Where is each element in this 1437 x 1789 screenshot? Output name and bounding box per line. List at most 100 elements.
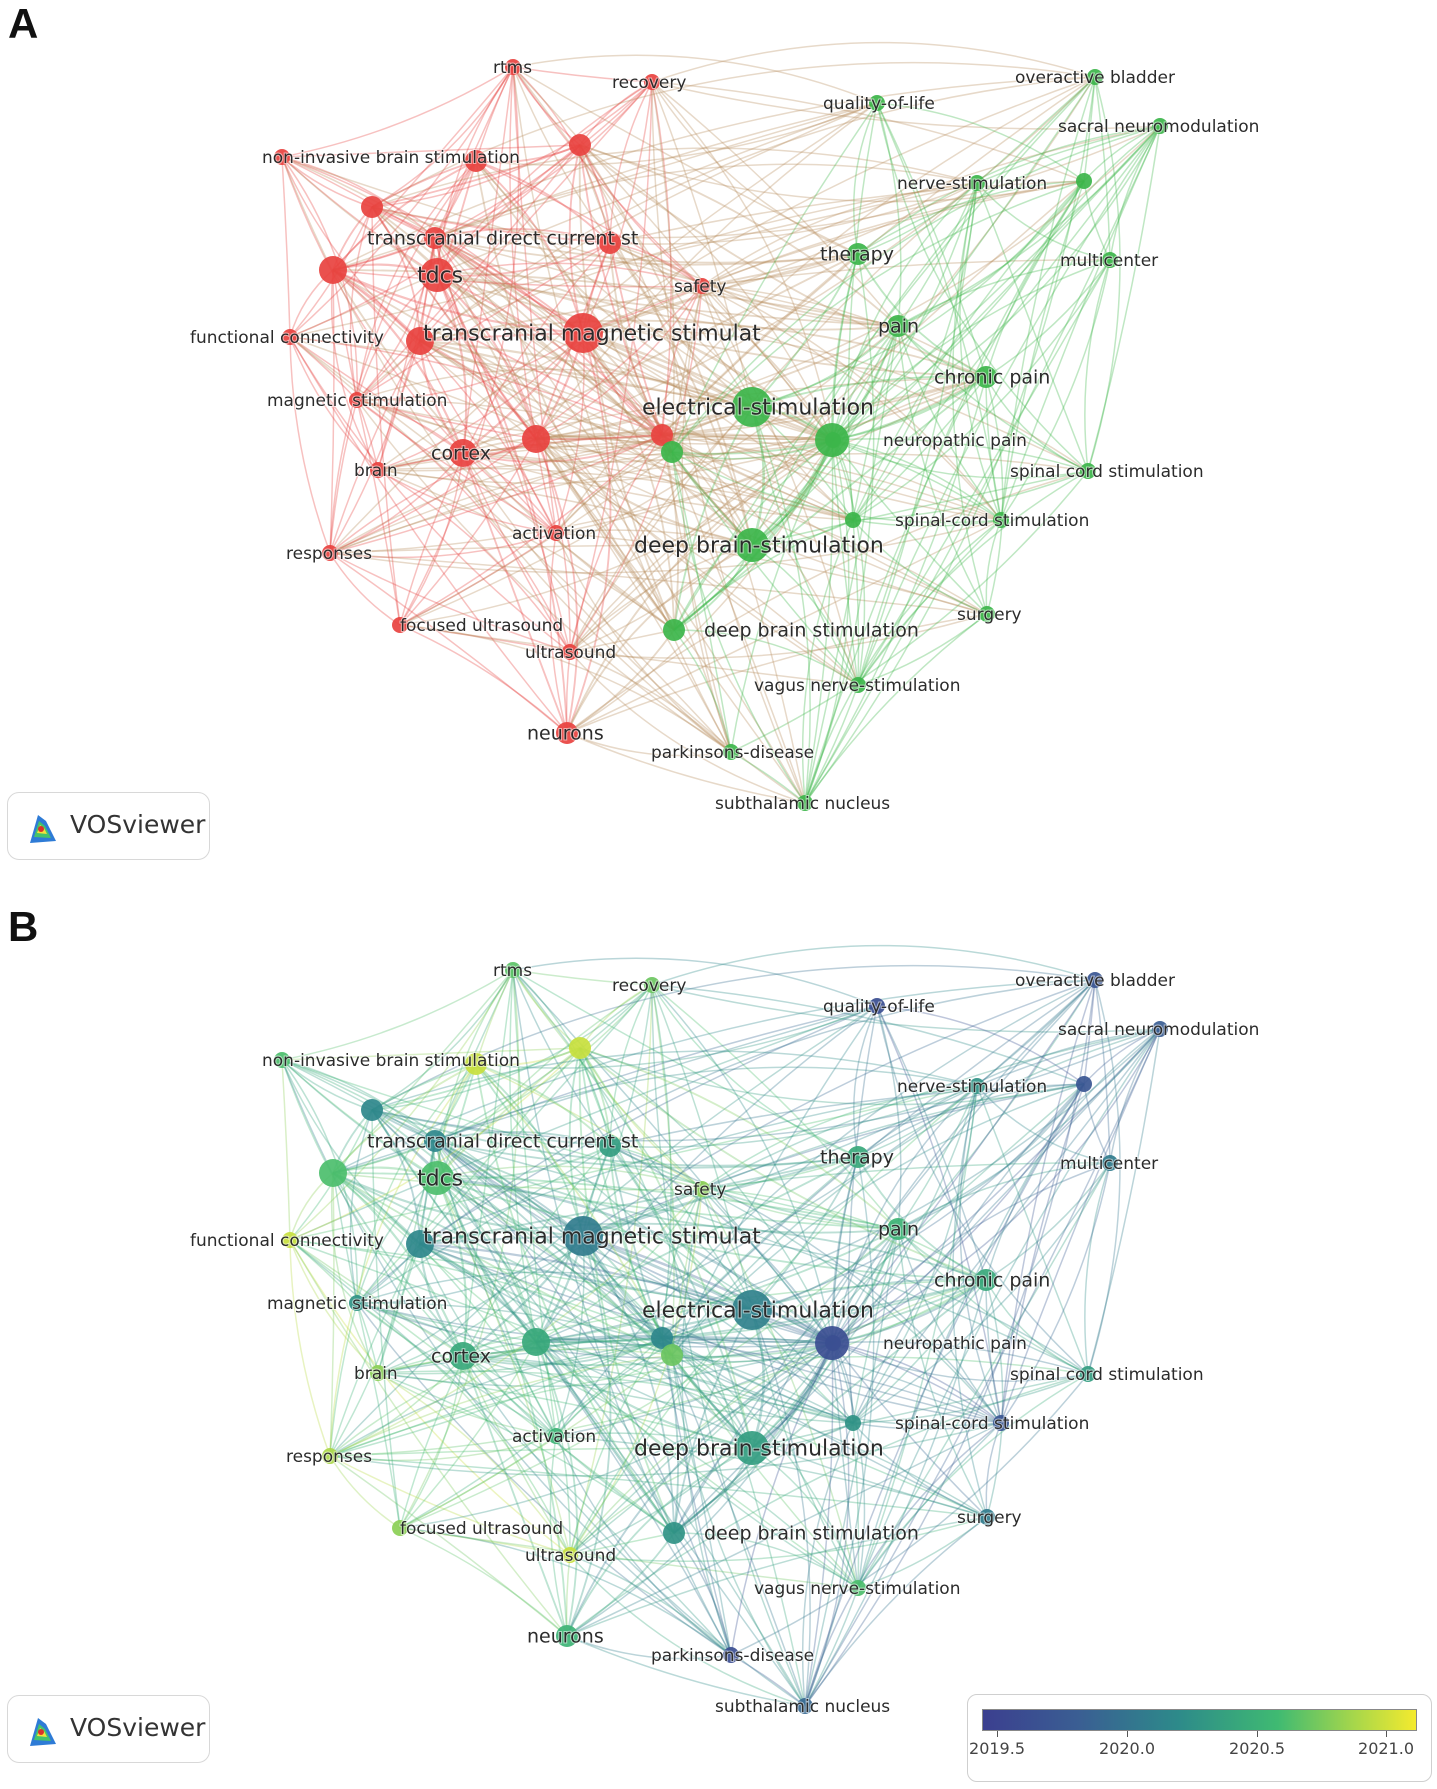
keyword-node[interactable] — [319, 1159, 347, 1187]
keyword-node[interactable] — [322, 545, 338, 561]
keyword-node[interactable] — [505, 59, 521, 75]
keyword-node[interactable] — [663, 619, 685, 641]
keyword-node[interactable] — [993, 1415, 1009, 1431]
keyword-node[interactable] — [322, 1448, 338, 1464]
keyword-node[interactable] — [563, 313, 603, 353]
keyword-node[interactable] — [599, 1135, 621, 1157]
keyword-node[interactable] — [1102, 252, 1118, 268]
keyword-node[interactable] — [1080, 463, 1096, 479]
keyword-node[interactable] — [847, 1146, 869, 1168]
keyword-node[interactable] — [732, 1290, 772, 1330]
keyword-node[interactable] — [361, 196, 383, 218]
keyword-node[interactable] — [869, 998, 885, 1014]
keyword-node[interactable] — [651, 1327, 673, 1349]
keyword-node[interactable] — [850, 1580, 866, 1596]
keyword-node[interactable] — [548, 525, 564, 541]
keyword-node[interactable] — [887, 1218, 909, 1240]
keyword-node[interactable] — [1087, 69, 1103, 85]
keyword-node[interactable] — [661, 441, 683, 463]
keyword-node[interactable] — [694, 278, 710, 294]
keyword-node[interactable] — [850, 677, 866, 693]
keyword-node[interactable] — [979, 1509, 995, 1525]
keyword-node[interactable] — [663, 1522, 685, 1544]
keyword-node[interactable] — [797, 1698, 813, 1714]
keyword-node[interactable] — [522, 1328, 550, 1356]
keyword-node[interactable] — [735, 1431, 769, 1465]
keyword-node[interactable] — [349, 392, 365, 408]
keyword-node[interactable] — [282, 1232, 298, 1248]
keyword-node[interactable] — [732, 387, 772, 427]
edge-link — [356, 1302, 571, 1556]
keyword-node[interactable] — [694, 1181, 710, 1197]
keyword-node[interactable] — [1152, 1021, 1168, 1037]
edge-link — [897, 1085, 978, 1230]
keyword-node[interactable] — [975, 366, 997, 388]
keyword-node[interactable] — [993, 512, 1009, 528]
keyword-node[interactable] — [797, 795, 813, 811]
keyword-node[interactable] — [562, 1547, 578, 1563]
keyword-node[interactable] — [1080, 1366, 1096, 1382]
keyword-node[interactable] — [548, 1428, 564, 1444]
keyword-node[interactable] — [563, 1216, 603, 1256]
keyword-node[interactable] — [661, 1344, 683, 1366]
edge-link — [289, 102, 878, 338]
keyword-node[interactable] — [887, 315, 909, 337]
keyword-node[interactable] — [556, 1625, 578, 1647]
keyword-node[interactable] — [644, 74, 660, 90]
keyword-node[interactable] — [420, 258, 454, 292]
keyword-node[interactable] — [1087, 972, 1103, 988]
keyword-node[interactable] — [979, 606, 995, 622]
keyword-node[interactable] — [562, 644, 578, 660]
keyword-node[interactable] — [1102, 1155, 1118, 1171]
keyword-node[interactable] — [392, 1520, 408, 1536]
keyword-node[interactable] — [975, 1269, 997, 1291]
edge-link — [377, 1341, 833, 1374]
keyword-node[interactable] — [845, 1415, 861, 1431]
keyword-node[interactable] — [420, 1161, 454, 1195]
keyword-node[interactable] — [845, 512, 861, 528]
keyword-node[interactable] — [1076, 173, 1092, 189]
keyword-node[interactable] — [449, 439, 477, 467]
keyword-node[interactable] — [969, 1078, 985, 1094]
edge-link — [671, 451, 859, 686]
network-map-overlay[interactable]: rtms recovery non-invasive brain stimulati… — [0, 903, 1437, 1789]
keyword-node[interactable] — [815, 1326, 849, 1360]
keyword-node[interactable] — [406, 327, 434, 355]
keyword-node[interactable] — [599, 232, 621, 254]
keyword-node[interactable] — [361, 1099, 383, 1121]
keyword-node[interactable] — [815, 423, 849, 457]
keyword-node[interactable] — [723, 1647, 739, 1663]
keyword-node[interactable] — [449, 1342, 477, 1370]
keyword-node[interactable] — [370, 1365, 386, 1381]
keyword-node[interactable] — [406, 1230, 434, 1258]
keyword-node[interactable] — [969, 175, 985, 191]
keyword-node[interactable] — [274, 149, 290, 165]
network-map-cluster[interactable]: rtms recovery non-invasive brain stimulati… — [0, 0, 1437, 886]
edge-link — [281, 156, 753, 408]
keyword-node[interactable] — [465, 1053, 487, 1075]
keyword-node[interactable] — [319, 256, 347, 284]
keyword-node[interactable] — [274, 1052, 290, 1068]
keyword-node[interactable] — [847, 243, 869, 265]
keyword-node[interactable] — [349, 1295, 365, 1311]
keyword-node[interactable] — [505, 962, 521, 978]
keyword-node[interactable] — [569, 134, 591, 156]
keyword-node[interactable] — [723, 744, 739, 760]
keyword-node[interactable] — [282, 329, 298, 345]
keyword-node[interactable] — [522, 425, 550, 453]
keyword-node[interactable] — [569, 1037, 591, 1059]
keyword-node[interactable] — [869, 95, 885, 111]
keyword-node[interactable] — [651, 424, 673, 446]
keyword-node[interactable] — [644, 977, 660, 993]
keyword-node[interactable] — [1152, 118, 1168, 134]
keyword-node[interactable] — [424, 1130, 446, 1152]
keyword-node[interactable] — [465, 150, 487, 172]
keyword-node[interactable] — [556, 722, 578, 744]
vosviewer-badge: VOSviewer — [7, 792, 210, 860]
keyword-node[interactable] — [424, 227, 446, 249]
keyword-node[interactable] — [392, 617, 408, 633]
keyword-node[interactable] — [1076, 1076, 1092, 1092]
edge-link — [475, 160, 753, 408]
keyword-node[interactable] — [370, 462, 386, 478]
keyword-node[interactable] — [735, 528, 769, 562]
